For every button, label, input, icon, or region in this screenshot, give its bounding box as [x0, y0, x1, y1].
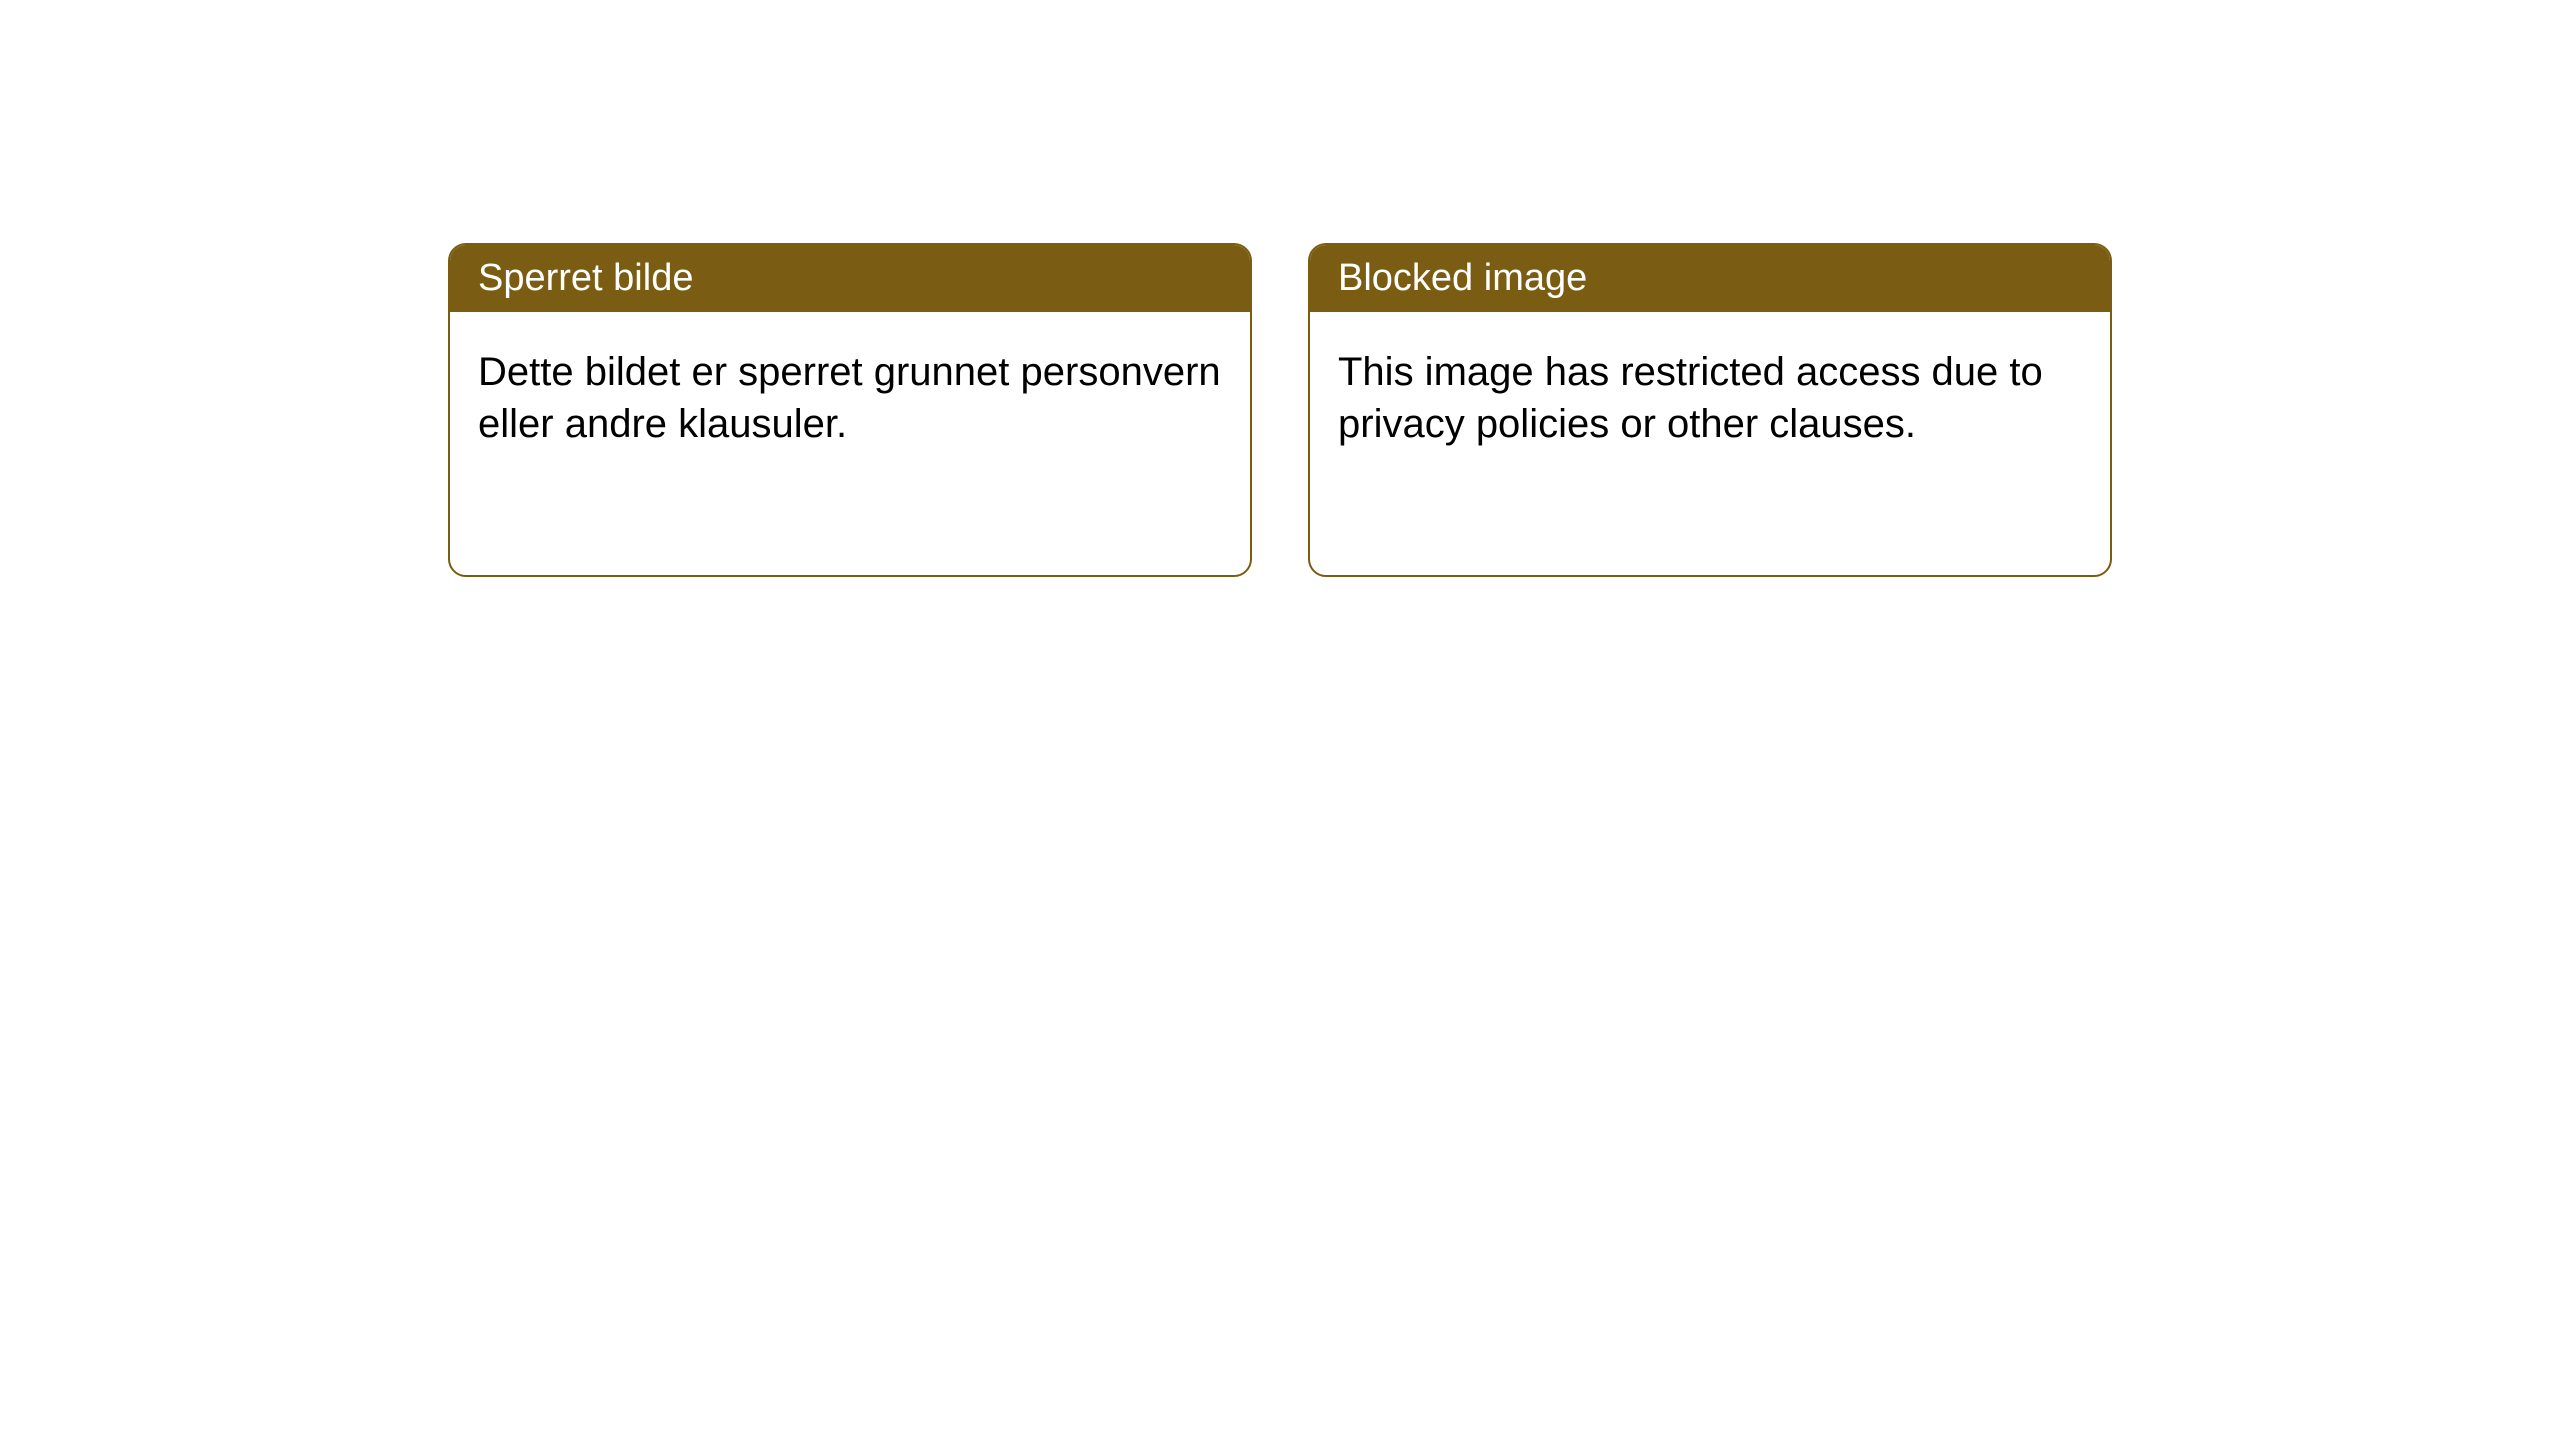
card-body-text: This image has restricted access due to … [1338, 350, 2043, 446]
blocked-image-card-en: Blocked image This image has restricted … [1308, 243, 2112, 577]
card-title: Blocked image [1338, 257, 1587, 299]
card-header: Sperret bilde [450, 245, 1250, 312]
card-body-text: Dette bildet er sperret grunnet personve… [478, 350, 1221, 446]
card-header: Blocked image [1310, 245, 2110, 312]
card-body: Dette bildet er sperret grunnet personve… [450, 312, 1250, 484]
blocked-image-card-no: Sperret bilde Dette bildet er sperret gr… [448, 243, 1252, 577]
card-title: Sperret bilde [478, 257, 693, 299]
notice-cards-container: Sperret bilde Dette bildet er sperret gr… [0, 0, 2560, 577]
card-body: This image has restricted access due to … [1310, 312, 2110, 484]
